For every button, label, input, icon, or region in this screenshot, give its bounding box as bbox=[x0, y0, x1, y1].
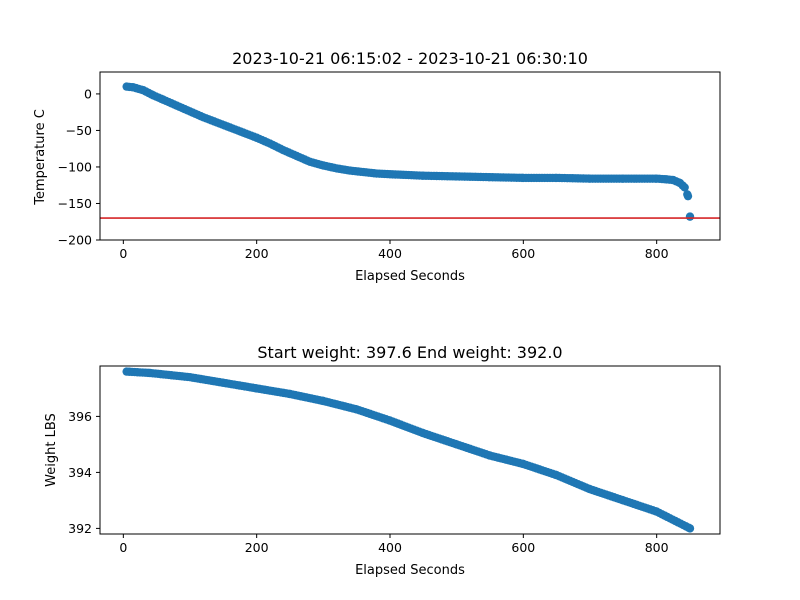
x-tick-label: 400 bbox=[378, 540, 402, 555]
y-tick-label: 394 bbox=[68, 465, 92, 480]
data-point bbox=[685, 212, 695, 221]
weight-x-axis-label: Elapsed Seconds bbox=[355, 563, 465, 578]
y-tick-label: −150 bbox=[58, 196, 92, 211]
y-tick-label: 392 bbox=[68, 521, 92, 536]
temperature-y-axis-label: Temperature C bbox=[33, 109, 48, 206]
x-tick-label: 600 bbox=[511, 246, 535, 261]
plot-frame bbox=[99, 365, 721, 535]
temperature-chart: 2023-10-21 06:15:02 - 2023-10-21 06:30:1… bbox=[33, 49, 721, 284]
x-tick-label: 0 bbox=[119, 540, 127, 555]
y-tick-label: −100 bbox=[58, 159, 92, 174]
data-point bbox=[683, 191, 693, 201]
x-tick-label: 0 bbox=[119, 246, 127, 261]
data-point bbox=[685, 524, 695, 533]
temperature-chart-title: 2023-10-21 06:15:02 - 2023-10-21 06:30:1… bbox=[232, 49, 588, 68]
x-tick-label: 200 bbox=[245, 246, 269, 261]
weight-y-axis-label: Weight LBS bbox=[44, 413, 59, 487]
plot-frame bbox=[99, 71, 721, 241]
y-tick-label: −50 bbox=[66, 123, 92, 138]
data-point bbox=[680, 183, 689, 192]
weight-chart: Start weight: 397.6 End weight: 392.0 El… bbox=[44, 343, 721, 578]
data-points bbox=[122, 82, 695, 221]
x-tick-label: 600 bbox=[511, 540, 535, 555]
x-tick-label: 800 bbox=[645, 540, 669, 555]
y-tick-label: 0 bbox=[84, 86, 92, 101]
x-tick-label: 200 bbox=[245, 540, 269, 555]
temperature-x-axis-label: Elapsed Seconds bbox=[355, 269, 465, 284]
x-tick-label: 400 bbox=[378, 246, 402, 261]
data-points bbox=[122, 367, 695, 533]
x-tick-label: 800 bbox=[645, 246, 669, 261]
y-tick-label: 396 bbox=[68, 409, 92, 424]
weight-chart-title: Start weight: 397.6 End weight: 392.0 bbox=[257, 343, 562, 362]
y-tick-label: −200 bbox=[58, 233, 92, 248]
